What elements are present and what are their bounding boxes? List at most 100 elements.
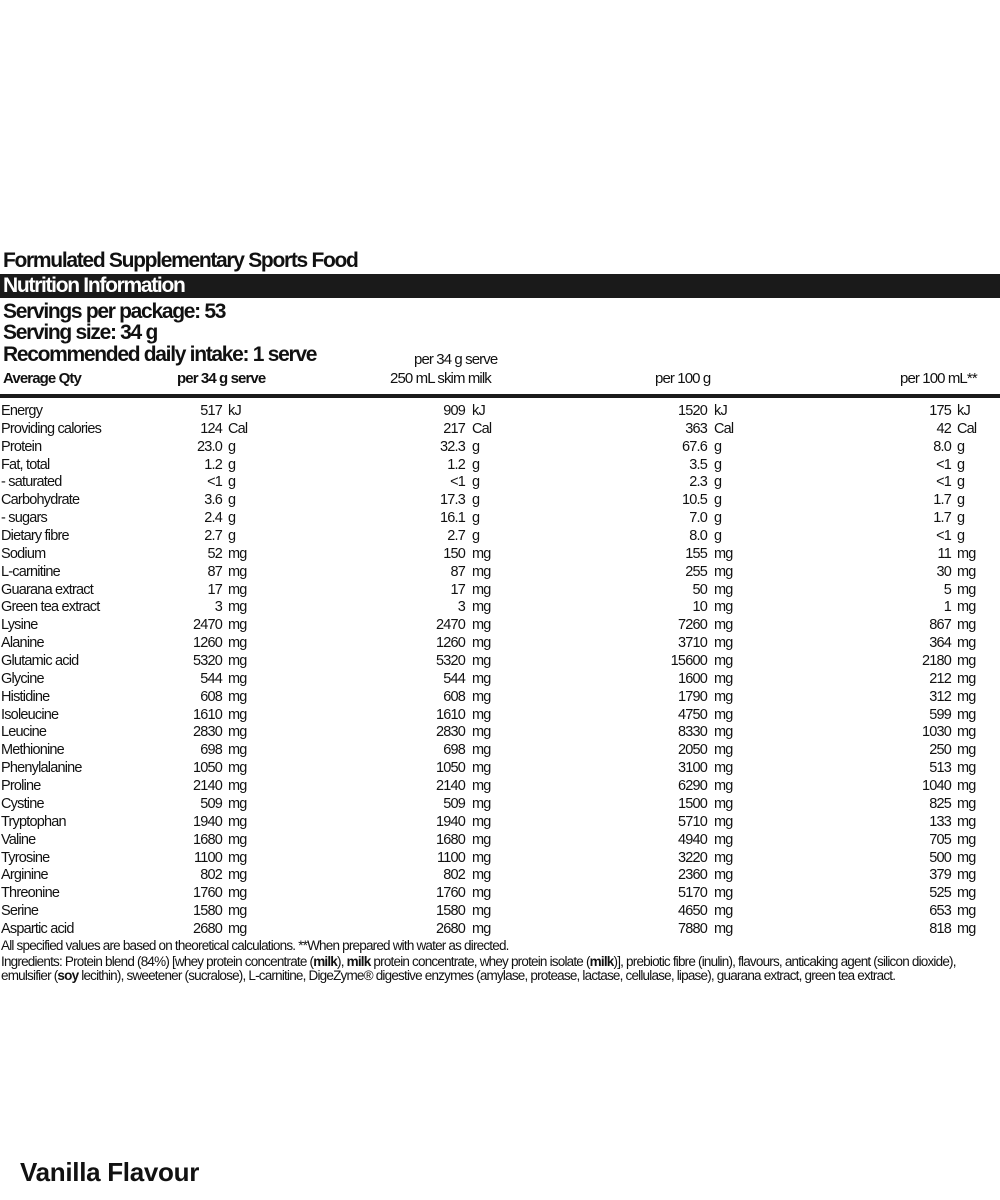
value-per-100ml: 500 bbox=[929, 849, 952, 866]
nutrient-name: Protein bbox=[1, 438, 42, 455]
value-per-100ml: <1 bbox=[936, 474, 952, 491]
unit-per-100ml: mg bbox=[957, 617, 976, 634]
value-per-serve: 17 bbox=[207, 581, 222, 598]
value-per-100g: 1600 bbox=[677, 670, 708, 687]
value-per-serve: 87 bbox=[207, 563, 222, 580]
value-per-serve: 1050 bbox=[192, 760, 223, 777]
value-with-milk: 509 bbox=[443, 795, 466, 812]
unit-per-100g: mg bbox=[714, 653, 733, 670]
value-per-100ml: 8.0 bbox=[933, 438, 952, 455]
value-with-milk: 1610 bbox=[435, 706, 466, 723]
unit-with-milk: mg bbox=[472, 903, 491, 920]
unit-per-100g: g bbox=[714, 456, 722, 473]
unit-per-serve: kJ bbox=[228, 403, 242, 419]
unit-per-100g: mg bbox=[714, 545, 733, 562]
value-with-milk: 2470 bbox=[435, 617, 466, 634]
unit-per-100ml: mg bbox=[957, 831, 976, 848]
unit-per-100ml: mg bbox=[957, 849, 976, 866]
column-header-milk-line2: 250 mL skim milk bbox=[390, 370, 492, 387]
unit-with-milk: mg bbox=[472, 688, 491, 705]
value-per-serve: <1 bbox=[207, 474, 223, 491]
table-row: Providing calories 124 Cal 217 Cal 363 Cal 42 Ca… bbox=[0, 420, 1000, 438]
unit-per-100g: Cal bbox=[714, 420, 734, 437]
value-per-100g: 50 bbox=[692, 581, 707, 598]
value-per-100g: 6290 bbox=[677, 778, 708, 795]
unit-per-100g: mg bbox=[714, 831, 733, 848]
table-row: Arginine 802 mg 802 mg 2360 mg 379 mg bbox=[0, 866, 1000, 884]
table-row: Dietary fibre 2.7 g 2.7 g 8.0 g <1 g bbox=[0, 527, 1000, 545]
flavour-label: Vanilla Flavour bbox=[20, 1157, 200, 1187]
value-per-serve: 52 bbox=[207, 545, 222, 562]
value-per-100ml: 379 bbox=[929, 867, 952, 884]
value-per-100ml: 133 bbox=[929, 813, 952, 830]
unit-per-100ml: g bbox=[957, 456, 965, 473]
nutrient-name: Carbohydrate bbox=[1, 492, 80, 509]
value-per-serve: 2.7 bbox=[204, 528, 223, 545]
table-row: Tyrosine 1100 mg 1100 mg 3220 mg 500 mg bbox=[0, 849, 1000, 867]
unit-per-100g: g bbox=[714, 438, 722, 455]
value-per-100g: 10.5 bbox=[681, 492, 708, 509]
table-row: Green tea extract 3 mg 3 mg 10 mg 1 mg bbox=[0, 598, 1000, 616]
value-per-100ml: 42 bbox=[936, 420, 951, 437]
unit-per-100g: mg bbox=[714, 813, 733, 830]
value-per-100ml: 867 bbox=[929, 617, 952, 634]
value-per-100ml: 599 bbox=[929, 706, 952, 723]
unit-per-serve: mg bbox=[228, 742, 247, 759]
unit-per-100g: g bbox=[714, 528, 722, 545]
unit-with-milk: mg bbox=[472, 849, 491, 866]
value-per-100g: 3710 bbox=[677, 635, 708, 652]
value-per-serve: 2830 bbox=[192, 724, 223, 741]
value-per-serve: 1.2 bbox=[204, 456, 223, 473]
nutrient-name: Aspartic acid bbox=[1, 920, 74, 937]
nutrient-name: Cystine bbox=[1, 795, 45, 812]
unit-per-100g: mg bbox=[714, 903, 733, 920]
value-per-serve: 2680 bbox=[192, 920, 223, 937]
unit-with-milk: mg bbox=[472, 813, 491, 830]
unit-with-milk: mg bbox=[472, 563, 491, 580]
table-row: Leucine 2830 mg 2830 mg 8330 mg 1030 mg bbox=[0, 723, 1000, 741]
table-row: Isoleucine 1610 mg 1610 mg 4750 mg 599 mg bbox=[0, 706, 1000, 724]
ingredients-segment: lecithin), sweetener (sucralose), L-carn… bbox=[78, 968, 896, 983]
nutrient-name: Glutamic acid bbox=[1, 653, 79, 670]
unit-per-serve: mg bbox=[228, 903, 247, 920]
value-per-100ml: 364 bbox=[929, 635, 952, 652]
unit-with-milk: mg bbox=[472, 706, 491, 723]
unit-per-100ml: mg bbox=[957, 885, 976, 902]
unit-with-milk: g bbox=[472, 510, 480, 527]
value-per-100g: 2360 bbox=[677, 867, 708, 884]
nutrient-name: Tyrosine bbox=[1, 849, 50, 866]
value-per-100g: 1520 bbox=[677, 403, 708, 419]
value-with-milk: 17.3 bbox=[439, 492, 466, 509]
unit-per-100ml: mg bbox=[957, 688, 976, 705]
unit-per-100ml: mg bbox=[957, 742, 976, 759]
column-header-per-100g: per 100 g bbox=[655, 370, 711, 387]
value-per-100g: 4750 bbox=[677, 706, 708, 723]
nutrient-name: L-carnitine bbox=[1, 563, 61, 580]
unit-with-milk: mg bbox=[472, 581, 491, 598]
unit-per-serve: Cal bbox=[228, 420, 248, 437]
unit-per-100g: mg bbox=[714, 849, 733, 866]
unit-per-serve: mg bbox=[228, 920, 247, 937]
allergen-text: milk bbox=[313, 954, 338, 969]
table-row: Tryptophan 1940 mg 1940 mg 5710 mg 133 mg bbox=[0, 813, 1000, 831]
unit-with-milk: mg bbox=[472, 867, 491, 884]
value-per-serve: 698 bbox=[200, 742, 223, 759]
value-per-100g: 5170 bbox=[677, 885, 708, 902]
nutrient-name: Phenylalanine bbox=[1, 760, 83, 777]
value-per-serve: 544 bbox=[200, 670, 223, 687]
value-per-100g: 3.5 bbox=[689, 456, 708, 473]
nutrient-name: Energy bbox=[1, 403, 43, 419]
value-per-100ml: 525 bbox=[929, 885, 952, 902]
value-with-milk: 2140 bbox=[435, 778, 466, 795]
value-per-serve: 1100 bbox=[194, 849, 223, 866]
table-row: Aspartic acid 2680 mg 2680 mg 7880 mg 818 mg bbox=[0, 920, 1000, 938]
value-with-milk: <1 bbox=[450, 474, 466, 491]
nutrient-name: Guarana extract bbox=[1, 581, 94, 598]
servings-per-package: Servings per package: 53 bbox=[3, 300, 226, 323]
unit-per-100g: g bbox=[714, 474, 722, 491]
value-with-milk: 698 bbox=[443, 742, 466, 759]
unit-with-milk: mg bbox=[472, 778, 491, 795]
unit-per-serve: g bbox=[228, 492, 236, 509]
unit-per-serve: g bbox=[228, 474, 236, 491]
unit-per-100ml: mg bbox=[957, 778, 976, 795]
